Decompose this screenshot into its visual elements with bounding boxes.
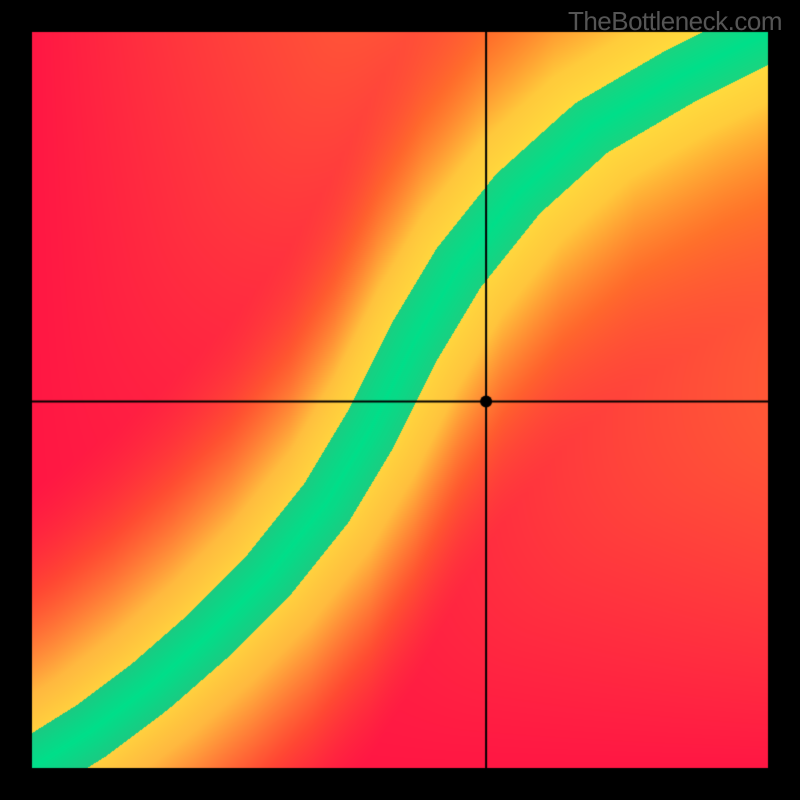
heatmap-canvas (0, 0, 800, 800)
chart-container: TheBottleneck.com (0, 0, 800, 800)
watermark-text: TheBottleneck.com (568, 6, 782, 37)
